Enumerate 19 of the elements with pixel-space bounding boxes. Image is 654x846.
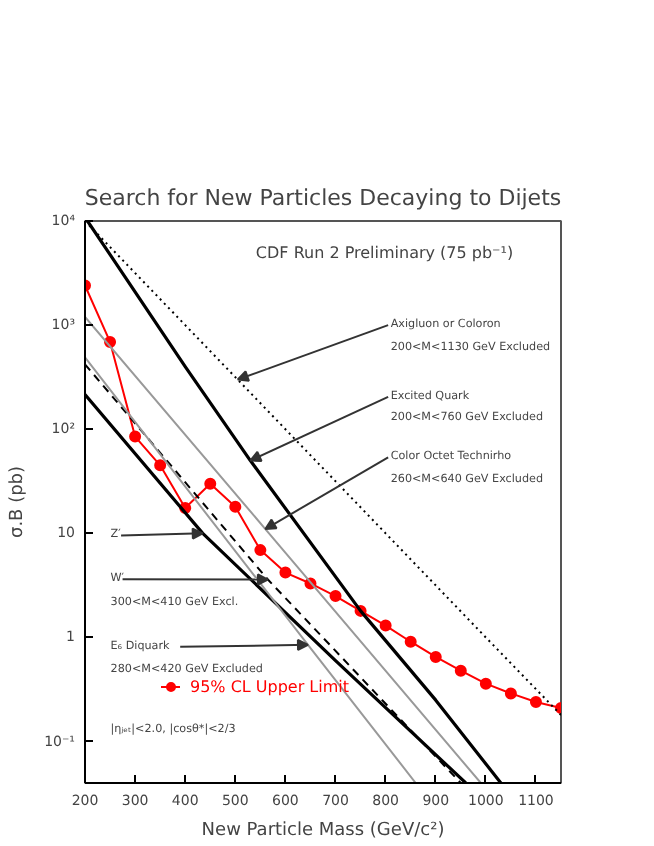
point [529, 695, 542, 708]
x-axis-title: New Particle Mass (GeV/c²) [201, 821, 445, 841]
point [154, 459, 167, 472]
legend-label: 95% CL Upper Limit [190, 677, 350, 695]
y-axis-title: σ.B (pb) [8, 465, 29, 539]
point [404, 635, 417, 648]
point [254, 544, 267, 557]
point [329, 590, 342, 603]
point [204, 477, 217, 490]
chart-title: Search for New Particles Decaying to Dijets [84, 185, 562, 211]
annotation: CDF Run 2 Preliminary (75 pb⁻¹) [255, 244, 514, 263]
point [504, 687, 517, 700]
point [454, 664, 467, 677]
point [479, 677, 492, 690]
point [129, 430, 142, 443]
point [279, 566, 292, 579]
point [429, 650, 442, 663]
point [229, 500, 242, 513]
point [379, 619, 392, 632]
